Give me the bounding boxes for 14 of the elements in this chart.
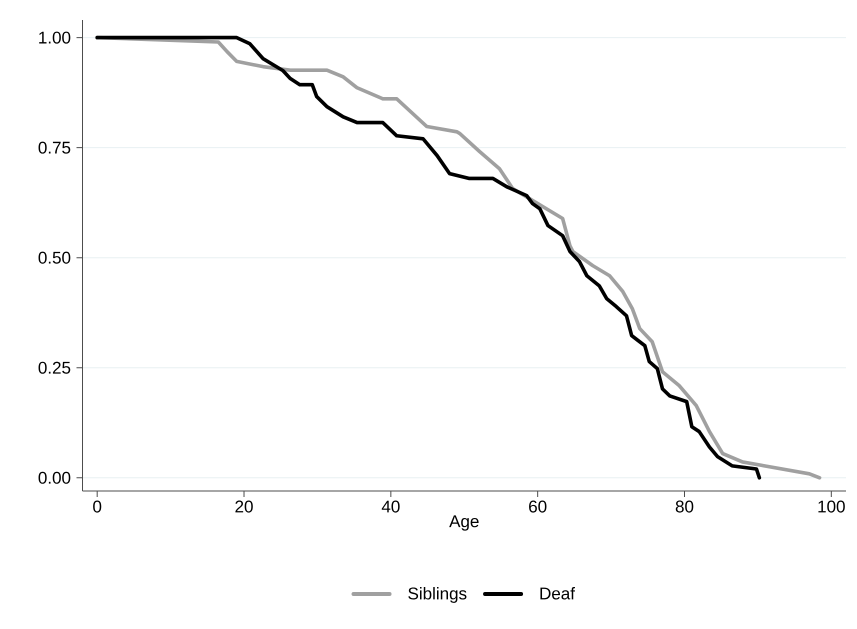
legend-label: Siblings: [408, 587, 466, 603]
y-tick-label: 0.25: [38, 362, 70, 374]
legend-label: Deaf: [540, 587, 575, 600]
x-tick-label: 80: [676, 500, 694, 513]
x-tick-label: 100: [818, 500, 845, 513]
x-tick-label: 0: [93, 500, 102, 513]
x-tick-label: 60: [529, 500, 546, 513]
x-tick-label: 20: [235, 500, 253, 513]
y-tick-label: 0.50: [38, 252, 70, 264]
y-tick-label: 0.75: [38, 142, 70, 154]
y-tick-label: 1.00: [39, 32, 70, 44]
x-tick-label: 40: [382, 500, 400, 513]
y-tick-label: 0.00: [38, 472, 70, 484]
x-axis-title: Age: [449, 515, 479, 531]
